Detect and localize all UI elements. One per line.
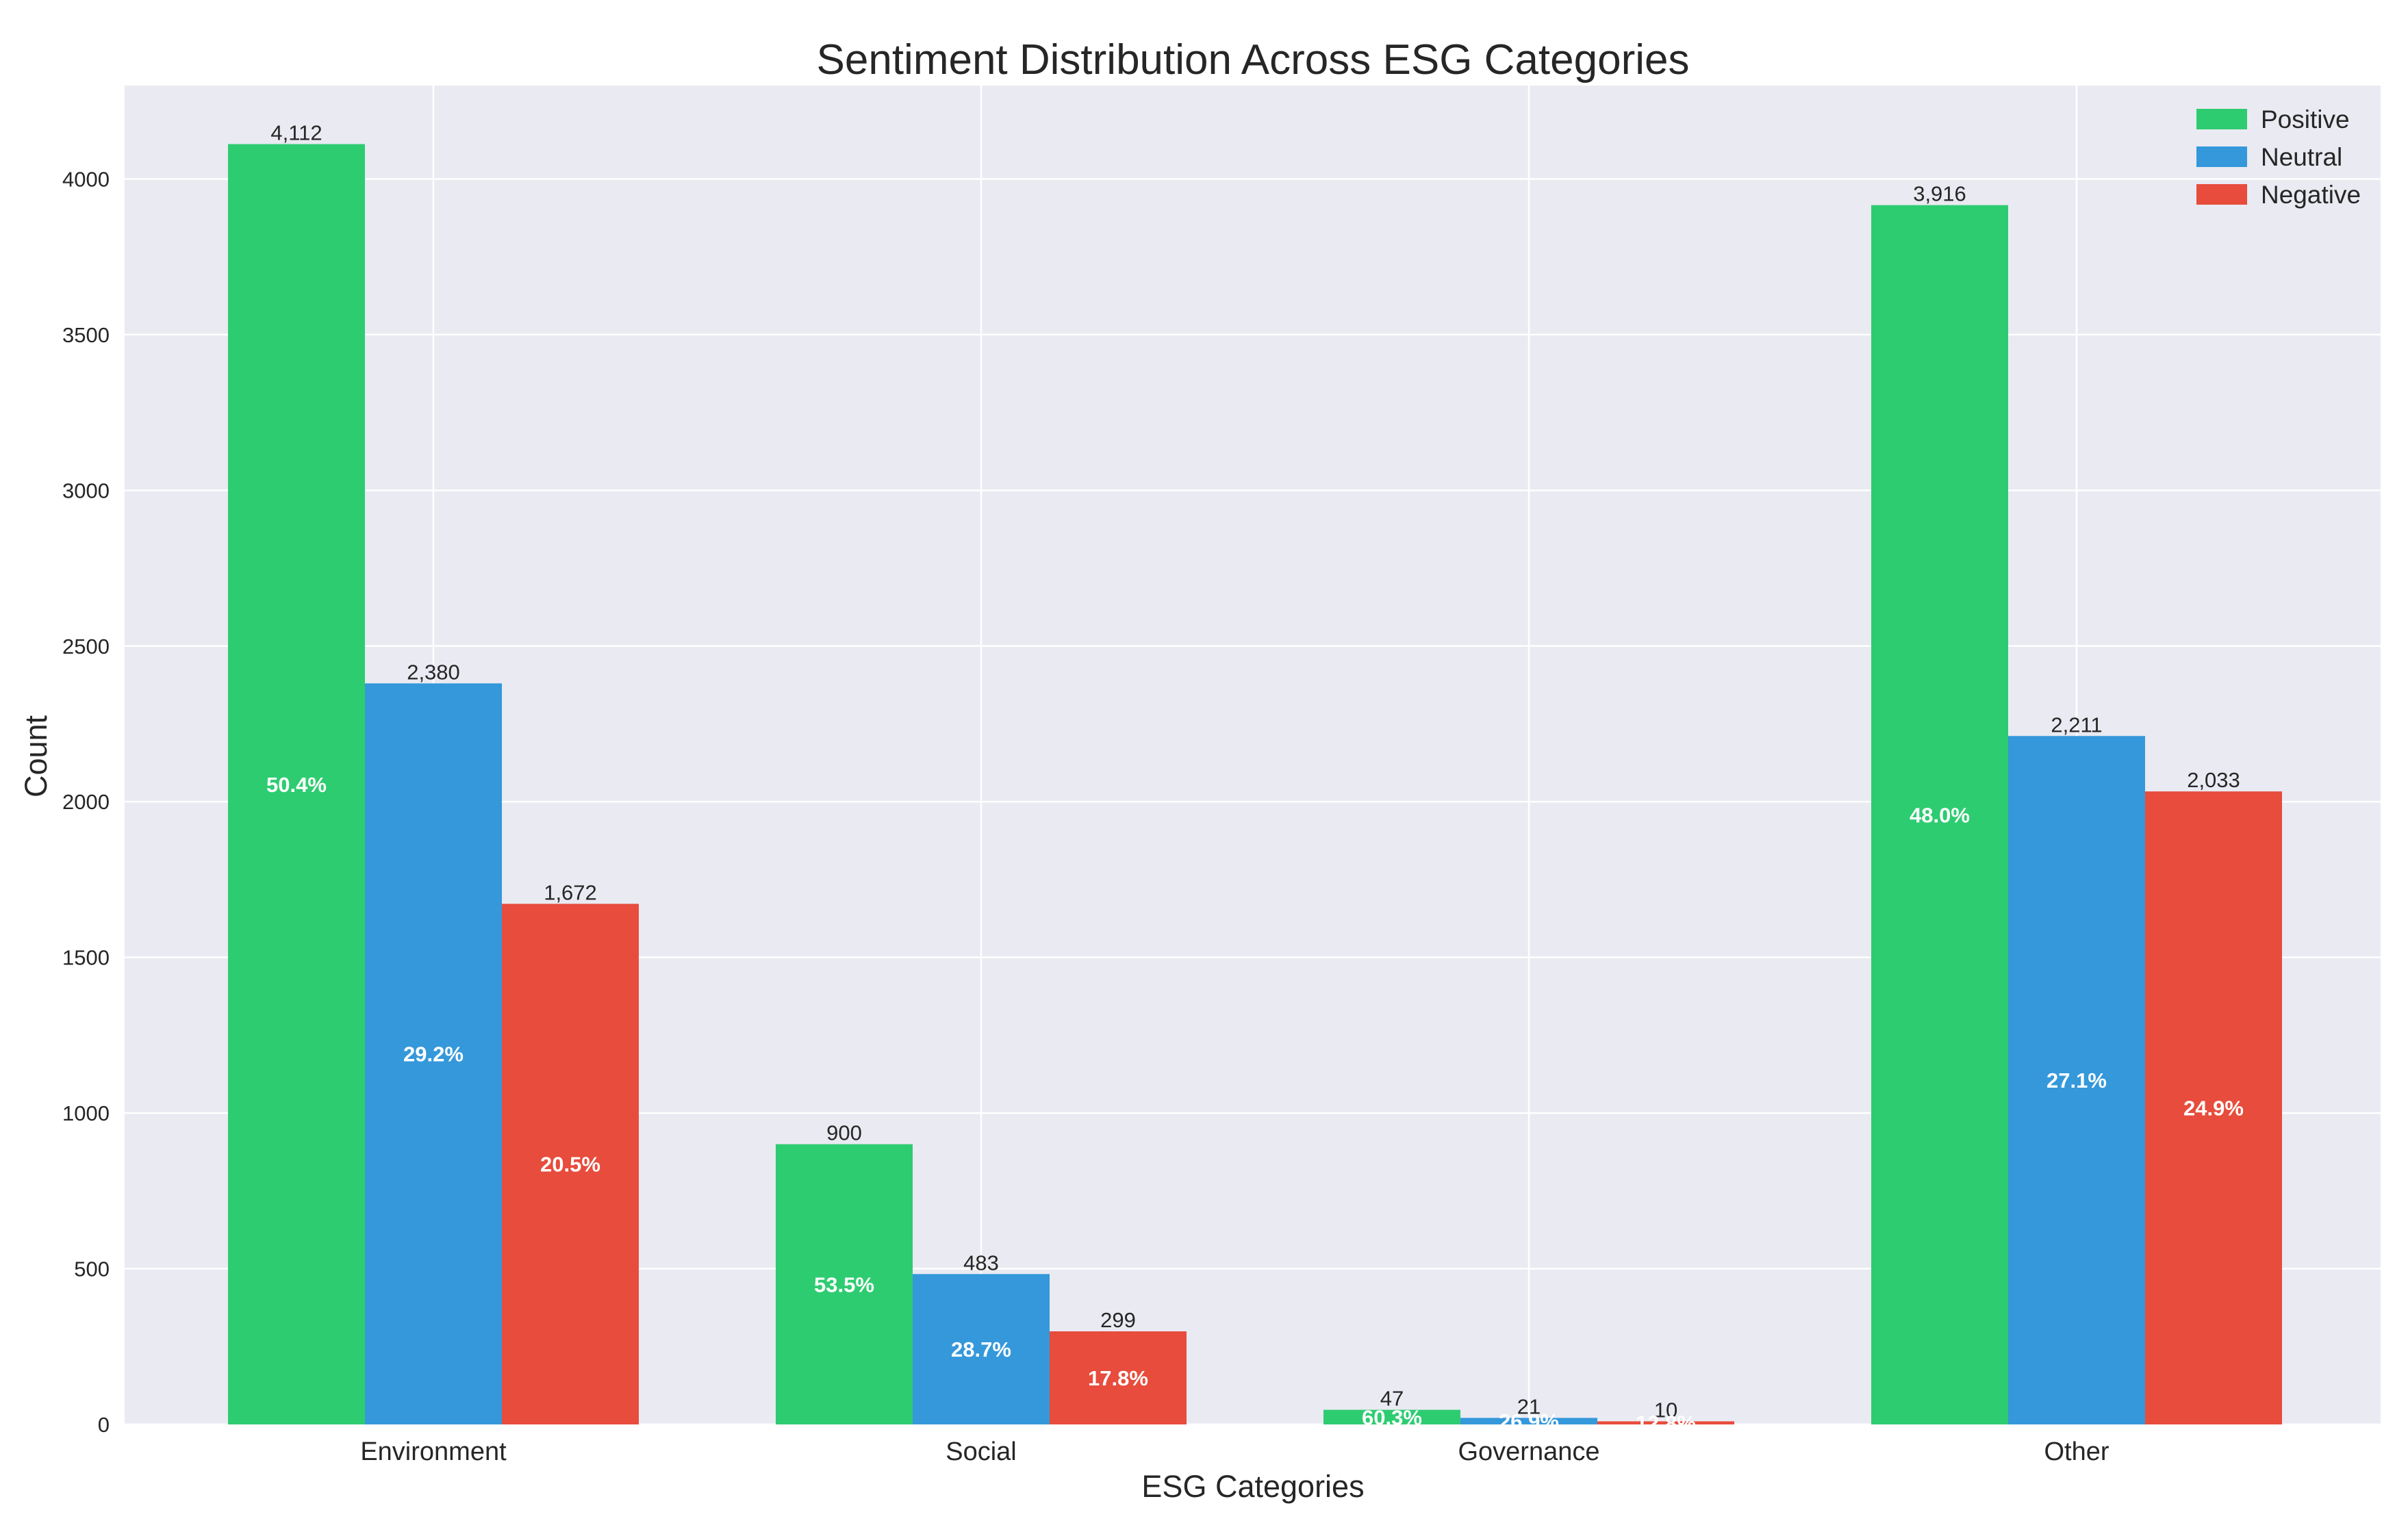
bar-percent-label: 20.5% — [540, 1153, 600, 1177]
bar-value-label: 10 — [1654, 1398, 1677, 1422]
x-axis-ticks: Environment Social Governance Other — [360, 1437, 2109, 1466]
y-tick-label: 2000 — [62, 790, 110, 814]
bar-value-label: 483 — [963, 1251, 999, 1275]
bar-neutral-governance — [1460, 1418, 1597, 1424]
bar-negative-environment — [502, 904, 639, 1424]
y-tick-label: 0 — [98, 1413, 110, 1437]
bar-value-label: 21 — [1517, 1394, 1541, 1418]
bar-value-label: 47 — [1380, 1387, 1404, 1411]
legend-swatch-negative — [2196, 184, 2247, 205]
bar-positive-environment — [228, 144, 365, 1424]
bar-percent-label: 24.9% — [2183, 1097, 2244, 1121]
chart-title: Sentiment Distribution Across ESG Catego… — [817, 36, 1690, 84]
bar-percent-label: 27.1% — [2046, 1068, 2107, 1092]
bars-group — [228, 144, 2282, 1425]
bar-neutral-social — [913, 1274, 1050, 1424]
bar-percent-label: 12.8% — [1636, 1411, 1696, 1435]
legend-swatch-positive — [2196, 109, 2247, 129]
bar-negative-social — [1050, 1331, 1187, 1424]
y-tick-label: 2500 — [62, 635, 110, 658]
y-tick-label: 1000 — [62, 1101, 110, 1125]
x-tick-label: Governance — [1458, 1437, 1599, 1466]
legend: Positive Neutral Negative — [2196, 105, 2361, 209]
bar-percent-label: 50.4% — [266, 773, 327, 797]
bar-value-label: 4,112 — [270, 121, 322, 145]
bar-value-label: 2,211 — [2051, 713, 2102, 737]
x-tick-label: Social — [946, 1437, 1017, 1466]
bar-value-label: 1,672 — [544, 880, 597, 904]
bar-negative-other — [2145, 791, 2282, 1424]
bar-percent-label: 26.9% — [1499, 1409, 1559, 1433]
legend-swatch-neutral — [2196, 146, 2247, 167]
bar-percent-label: 29.2% — [403, 1042, 464, 1066]
bar-value-label: 299 — [1100, 1308, 1136, 1332]
bar-percent-label: 60.3% — [1362, 1405, 1422, 1429]
bar-value-label: 3,916 — [1913, 182, 1966, 206]
legend-label-neutral: Neutral — [2261, 143, 2342, 171]
x-axis-label: ESG Categories — [1141, 1469, 1364, 1504]
legend-label-positive: Positive — [2261, 105, 2350, 133]
bar-positive-social — [776, 1144, 913, 1424]
bar-percent-label: 28.7% — [951, 1338, 1011, 1361]
y-tick-label: 1500 — [62, 946, 110, 970]
y-axis-label: Count — [18, 715, 53, 797]
x-tick-label: Environment — [360, 1437, 507, 1466]
bar-negative-governance — [1597, 1421, 1734, 1424]
y-axis-ticks: 0 500 1000 1500 2000 2500 3000 3500 4000 — [62, 167, 110, 1437]
bar-percent-label: 17.8% — [1088, 1366, 1148, 1390]
bar-value-label: 2,380 — [407, 660, 460, 684]
y-tick-label: 3500 — [62, 323, 110, 347]
bar-value-label: 900 — [826, 1121, 862, 1145]
y-tick-label: 500 — [74, 1257, 110, 1281]
bar-neutral-environment — [365, 683, 502, 1425]
bar-percent-label: 48.0% — [1910, 803, 1970, 827]
y-tick-label: 4000 — [62, 167, 110, 191]
bar-positive-other — [1871, 205, 2008, 1425]
y-tick-label: 3000 — [62, 478, 110, 502]
bar-percent-label: 53.5% — [814, 1272, 874, 1296]
x-tick-label: Other — [2044, 1437, 2109, 1466]
legend-label-negative: Negative — [2261, 181, 2361, 209]
bar-value-label: 2,033 — [2187, 768, 2240, 792]
bar-positive-governance — [1323, 1409, 1460, 1424]
bar-neutral-other — [2008, 736, 2145, 1424]
